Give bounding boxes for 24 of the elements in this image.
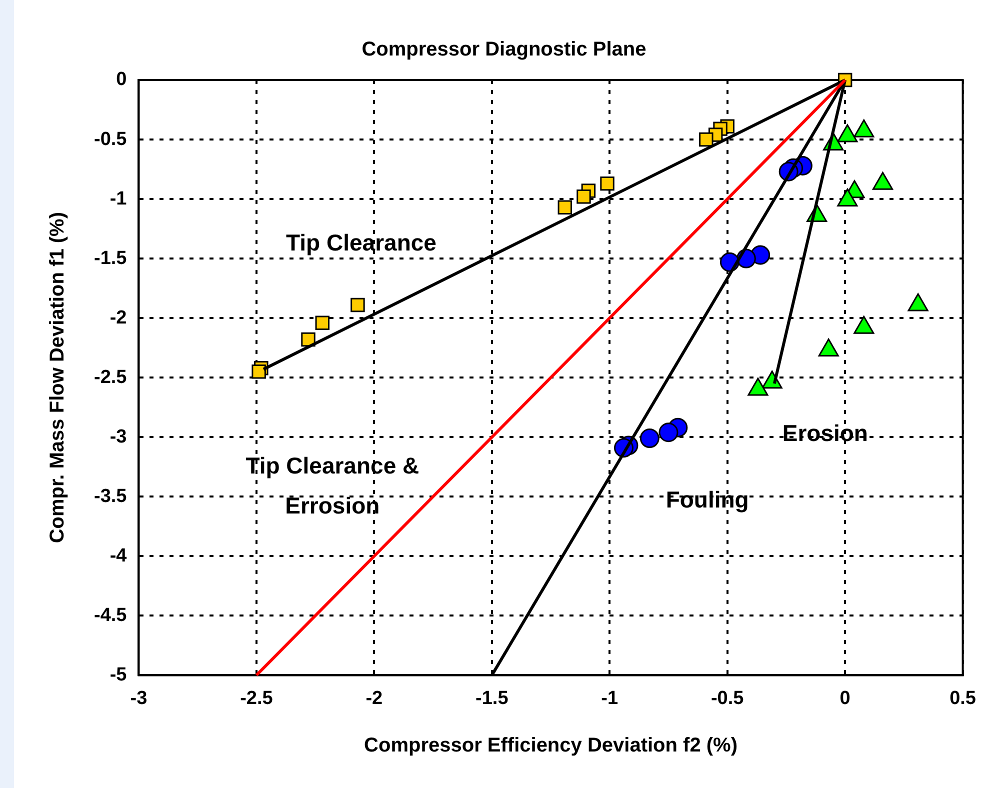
x-tick-label: -0.5 bbox=[710, 688, 744, 709]
y-tick-label: -3 bbox=[110, 426, 127, 448]
y-tick-label: -2.5 bbox=[94, 366, 128, 388]
y-tick-label: -2 bbox=[110, 307, 127, 328]
annotation: Tip Clearance bbox=[286, 230, 436, 256]
y-tick-label: 0 bbox=[116, 69, 127, 90]
x-tick-label: -1 bbox=[601, 688, 618, 709]
x-tick-label: -1.5 bbox=[476, 688, 509, 709]
x-axis-title: Compressor Efficiency Deviation f2 (%) bbox=[364, 734, 738, 757]
x-tick-label: -3 bbox=[130, 688, 148, 709]
y-tick-label: -4.5 bbox=[94, 604, 128, 626]
y-tick-label: -4 bbox=[110, 545, 128, 566]
x-tick-label: 0.5 bbox=[950, 688, 976, 709]
y-axis-title: Compr. Mass Flow Deviation f1 (%) bbox=[46, 212, 69, 544]
y-tick-label: -1.5 bbox=[94, 248, 128, 269]
y-tick-label: -0.5 bbox=[94, 128, 128, 150]
x-tick-label: -2.5 bbox=[240, 688, 274, 709]
x-tick-label: 0 bbox=[840, 688, 850, 709]
x-tick-label: -2 bbox=[366, 688, 383, 709]
chart-title: Compressor Diagnostic Plane bbox=[362, 38, 646, 61]
y-tick-label: -3.5 bbox=[94, 486, 128, 507]
y-tick-label: -1 bbox=[110, 188, 128, 210]
annotation: Tip Clearance & Errosion bbox=[246, 452, 420, 518]
y-tick-label: -5 bbox=[110, 664, 128, 686]
